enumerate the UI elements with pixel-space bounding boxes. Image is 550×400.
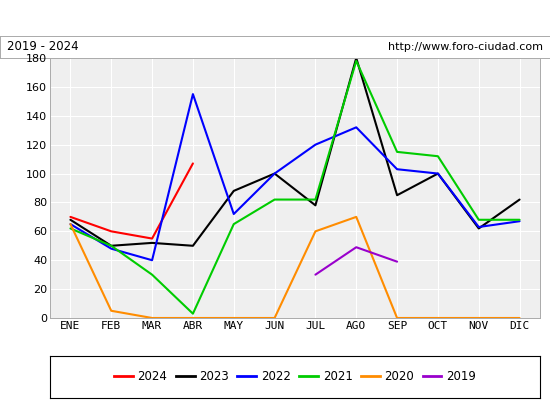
Text: Evolucion Nº Turistas Extranjeros en el municipio de Mira: Evolucion Nº Turistas Extranjeros en el …: [51, 11, 499, 25]
Text: http://www.foro-ciudad.com: http://www.foro-ciudad.com: [388, 42, 543, 52]
Legend: 2024, 2023, 2022, 2021, 2020, 2019: 2024, 2023, 2022, 2021, 2020, 2019: [114, 370, 476, 384]
Text: 2019 - 2024: 2019 - 2024: [7, 40, 78, 54]
